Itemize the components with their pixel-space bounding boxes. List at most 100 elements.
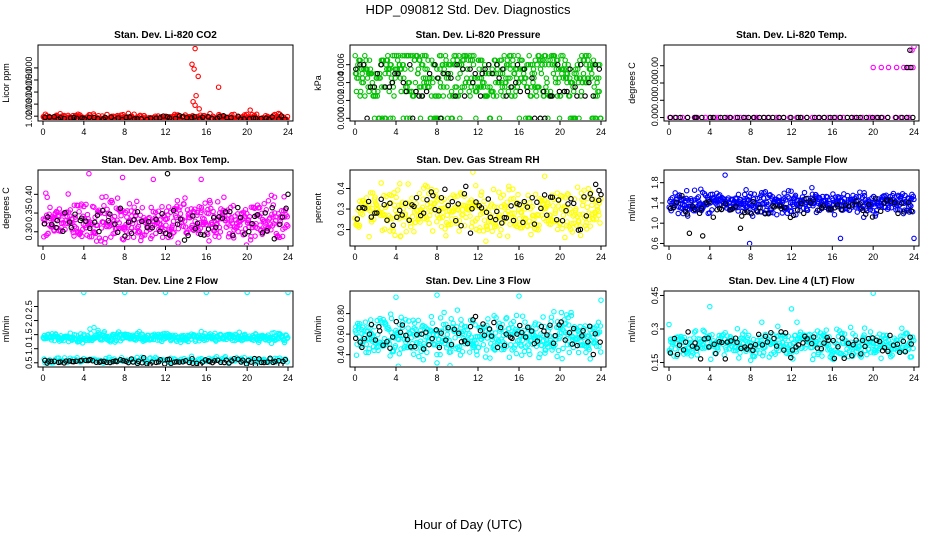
data-point (572, 115, 579, 120)
data-point (550, 203, 556, 209)
data-point (263, 121, 267, 125)
data-point (455, 93, 462, 99)
plot-frame (349, 44, 607, 122)
data-point (91, 204, 97, 210)
data-point (81, 292, 87, 296)
data-point (497, 324, 504, 331)
x-tick-label: 12 (160, 127, 170, 137)
data-point (356, 205, 362, 211)
data-point (521, 348, 528, 355)
data-point (422, 66, 428, 72)
data-point (488, 333, 495, 339)
data-point (788, 354, 794, 361)
data-point (758, 337, 764, 343)
data-point (579, 333, 585, 339)
data-point (490, 186, 497, 193)
data-point (190, 213, 196, 219)
x-tick-label: 20 (555, 127, 565, 137)
data-point (566, 349, 573, 356)
data-point (374, 210, 380, 216)
data-point (587, 191, 594, 197)
data-point (741, 191, 748, 198)
data-point (276, 234, 283, 241)
x-tick-label: 12 (786, 252, 796, 262)
data-point (418, 331, 425, 337)
data-point (750, 198, 756, 205)
data-point (491, 70, 497, 77)
data-point (531, 70, 538, 77)
data-point (71, 202, 78, 208)
data-point (509, 210, 515, 216)
data-point (103, 359, 110, 366)
data-point (48, 221, 55, 228)
data-point (119, 117, 126, 120)
data-point (170, 207, 177, 214)
data-point (550, 70, 557, 77)
data-point (51, 114, 57, 120)
data-point (411, 343, 418, 350)
data-point (838, 206, 844, 213)
x-tick-label: 8 (434, 127, 439, 137)
data-point (830, 337, 836, 344)
data-point (423, 329, 429, 335)
data-point (854, 209, 861, 215)
data-point (577, 211, 583, 218)
data-point (417, 338, 424, 344)
data-point (206, 238, 212, 244)
data-point (180, 223, 186, 230)
data-point (484, 93, 491, 99)
y-tick-label: 1.4 (650, 197, 660, 210)
data-point (270, 202, 277, 208)
data-point (554, 61, 561, 68)
data-point (591, 84, 597, 90)
data-point (447, 362, 453, 366)
data-point (552, 332, 558, 339)
data-point (459, 84, 465, 90)
data-point (586, 52, 592, 59)
data-point (516, 79, 522, 86)
data-point (716, 339, 722, 345)
data-point (566, 93, 573, 99)
data-point (209, 122, 213, 126)
data-point (757, 334, 763, 340)
data-point (768, 329, 774, 336)
data-point (265, 121, 269, 125)
data-point (513, 75, 520, 81)
data-point (560, 75, 567, 81)
data-point (397, 75, 404, 81)
data-point (590, 93, 596, 99)
data-point (537, 115, 544, 120)
x-tick-label: 16 (827, 252, 837, 262)
data-point (424, 216, 430, 222)
data-point (483, 347, 490, 353)
data-point (486, 326, 493, 332)
data-point (859, 207, 866, 214)
data-point (534, 338, 541, 344)
data-point (481, 217, 488, 223)
data-point (432, 61, 438, 68)
x-tick-label: 24 (283, 373, 293, 383)
data-point (450, 320, 456, 327)
data-point (794, 319, 800, 325)
data-point (198, 176, 204, 183)
data-point (137, 212, 144, 219)
data-point (392, 70, 398, 77)
data-point (481, 79, 487, 86)
data-point (538, 70, 545, 77)
data-point (196, 106, 202, 112)
data-point (434, 218, 440, 225)
data-point (387, 200, 393, 207)
panel-title: Stan. Dev. Li-820 CO2 (114, 30, 217, 41)
data-point (114, 119, 119, 120)
x-tick-label: 0 (40, 127, 45, 137)
data-point (362, 93, 368, 99)
data-point (413, 331, 420, 338)
data-point (592, 181, 599, 188)
data-point (376, 328, 383, 334)
data-point (547, 194, 554, 200)
data-point (816, 195, 823, 201)
data-point (202, 219, 209, 226)
data-point (174, 221, 181, 228)
data-point (444, 331, 451, 338)
